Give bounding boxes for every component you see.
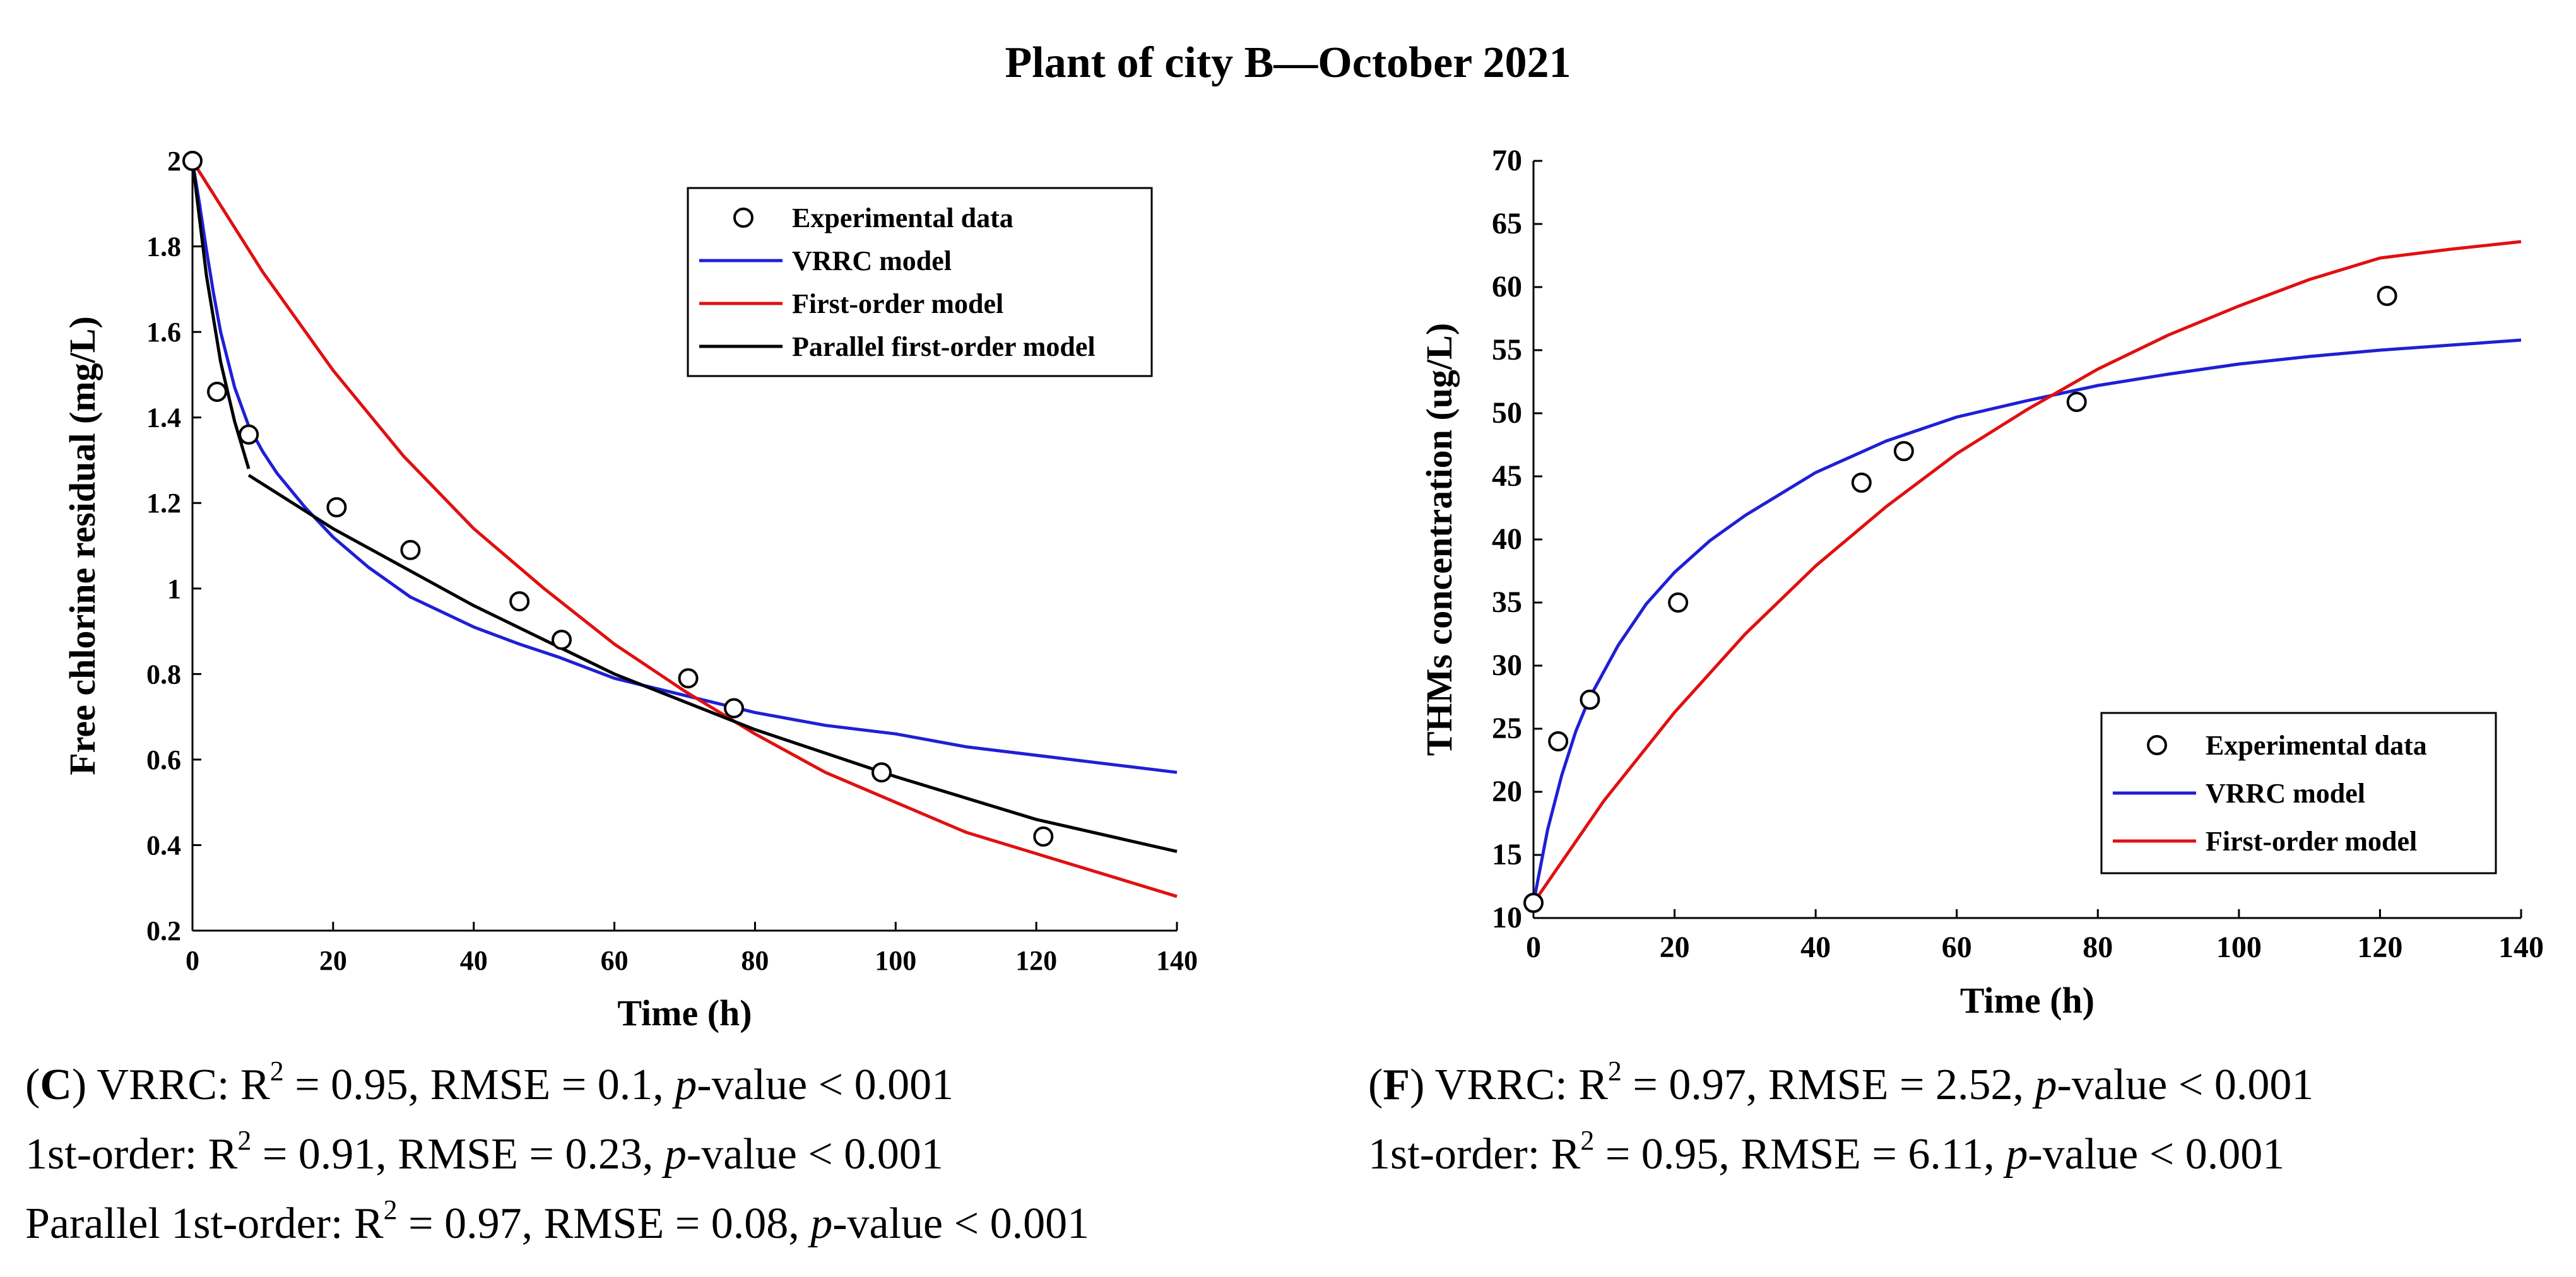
series-line-c-1 xyxy=(191,160,1178,774)
data-point-c xyxy=(509,591,530,612)
legend-marker xyxy=(2147,735,2167,755)
y-tick-label: 30 xyxy=(1492,649,1522,682)
data-point-f xyxy=(1851,473,1872,493)
y-axis-label-f: THMs concentration (ug/L) xyxy=(1419,323,1460,756)
data-point-c xyxy=(182,151,203,171)
y-tick-label: 35 xyxy=(1492,586,1522,619)
data-point-f xyxy=(1523,893,1544,913)
data-point-c xyxy=(207,382,227,402)
y-tick-label: 1.6 xyxy=(146,317,181,348)
x-tick-label: 0 xyxy=(186,945,199,976)
legend-entry: VRRC model xyxy=(792,245,952,276)
x-tick-label: 0 xyxy=(1526,931,1541,964)
x-tick-label: 100 xyxy=(2216,931,2262,964)
legend-entry: First-order model xyxy=(2206,826,2417,857)
y-tick-label: 1.2 xyxy=(146,488,181,519)
legend-entry: Experimental data xyxy=(792,203,1013,233)
caption-c-line2: 1st-order: R2 = 0.91, RMSE = 0.23, p-val… xyxy=(25,1125,943,1179)
y-tick-label: 10 xyxy=(1492,901,1522,934)
series-line-c-2 xyxy=(191,160,1178,898)
y-tick-label: 1 xyxy=(167,574,181,604)
data-point-f xyxy=(1580,690,1600,710)
y-tick-label: 1.8 xyxy=(146,232,181,262)
y-tick-label: 65 xyxy=(1492,207,1522,240)
data-point-c xyxy=(326,497,347,517)
data-point-c xyxy=(552,630,572,650)
y-tick-label: 0.8 xyxy=(146,659,181,690)
x-tick-label: 100 xyxy=(875,945,916,976)
y-tick-label: 20 xyxy=(1492,775,1522,808)
legend-entry: First-order model xyxy=(792,288,1003,319)
x-tick-label: 60 xyxy=(601,945,629,976)
series-line-c-4 xyxy=(247,474,1178,854)
data-point-f xyxy=(1668,592,1689,613)
legend-box xyxy=(687,187,1153,377)
x-axis-label-f: Time (h) xyxy=(1960,980,2094,1021)
y-tick-label: 25 xyxy=(1492,712,1522,745)
x-tick-label: 80 xyxy=(741,945,769,976)
data-point-c xyxy=(1033,826,1054,847)
x-tick-label: 140 xyxy=(1156,945,1198,976)
data-point-f xyxy=(2377,286,2397,306)
x-tick-label: 40 xyxy=(460,945,488,976)
y-tick-label: 0.2 xyxy=(146,915,181,946)
y-tick-label: 50 xyxy=(1492,396,1522,430)
legend-f: Experimental data VRRC model First-order m… xyxy=(2100,712,2497,874)
chart-panel-c: 0 20 40 60 80 100 120 140 0.2 0.4 0.6 0.8 1 1.2 1.4 1.6… xyxy=(62,146,1198,1033)
y-tick-label: 55 xyxy=(1492,333,1522,367)
legend-marker xyxy=(733,208,753,228)
legend-entry: VRRC model xyxy=(2206,778,2365,809)
y-tick-label: 15 xyxy=(1492,838,1522,871)
y-axis-label-c: Free chlorine residual (mg/L) xyxy=(62,316,103,775)
data-point-f xyxy=(1893,441,1914,461)
x-tick-label: 120 xyxy=(1015,945,1057,976)
caption-f-line1: (F) VRRC: R2 = 0.97, RMSE = 2.52, p-valu… xyxy=(1368,1056,2314,1110)
legend-entry: Experimental data xyxy=(2206,730,2427,761)
data-point-f xyxy=(1548,731,1569,751)
data-point-c xyxy=(678,668,699,689)
data-point-f xyxy=(2066,392,2087,412)
x-tick-label: 140 xyxy=(2498,931,2544,964)
x-tick-label: 40 xyxy=(1800,931,1831,964)
y-tick-label: 60 xyxy=(1492,270,1522,303)
x-tick-label: 120 xyxy=(2357,931,2402,964)
legend-entry: Parallel first-order model xyxy=(792,331,1096,362)
caption-c-line1: (C) VRRC: R2 = 0.95, RMSE = 0.1, p-value… xyxy=(25,1056,954,1110)
y-tick-label: 1.4 xyxy=(146,403,181,433)
series-line-f-1 xyxy=(1532,338,2522,903)
data-point-c xyxy=(239,424,259,445)
figure-title: Plant of city B—October 2021 xyxy=(1005,38,1571,87)
y-tick-label: 2 xyxy=(167,146,181,177)
y-tick-label: 0.6 xyxy=(146,744,181,775)
x-tick-label: 20 xyxy=(1660,931,1690,964)
y-tick-label: 70 xyxy=(1492,144,1522,177)
caption-f-line2: 1st-order: R2 = 0.95, RMSE = 6.11, p-val… xyxy=(1368,1125,2285,1179)
y-tick-label: 40 xyxy=(1492,522,1522,556)
data-point-c xyxy=(400,539,421,560)
legend-c: Experimental data VRRC model First-order m… xyxy=(687,187,1153,377)
caption-c-line3: Parallel 1st-order: R2 = 0.97, RMSE = 0.… xyxy=(25,1194,1090,1249)
y-tick-label: 45 xyxy=(1492,459,1522,493)
x-tick-label: 60 xyxy=(1942,931,1972,964)
x-axis-label-c: Time (h) xyxy=(617,992,752,1033)
x-tick-label: 80 xyxy=(2083,931,2113,964)
data-point-c xyxy=(871,762,892,783)
series-line-f-2 xyxy=(1532,240,2522,904)
data-point-c xyxy=(724,698,744,719)
chart-panel-f: 0 20 40 60 80 100 120 140 10 15 20 25 30 35 40 45 50 55 60… xyxy=(1419,144,2544,1021)
y-tick-label: 0.4 xyxy=(146,830,181,861)
x-tick-label: 20 xyxy=(319,945,347,976)
